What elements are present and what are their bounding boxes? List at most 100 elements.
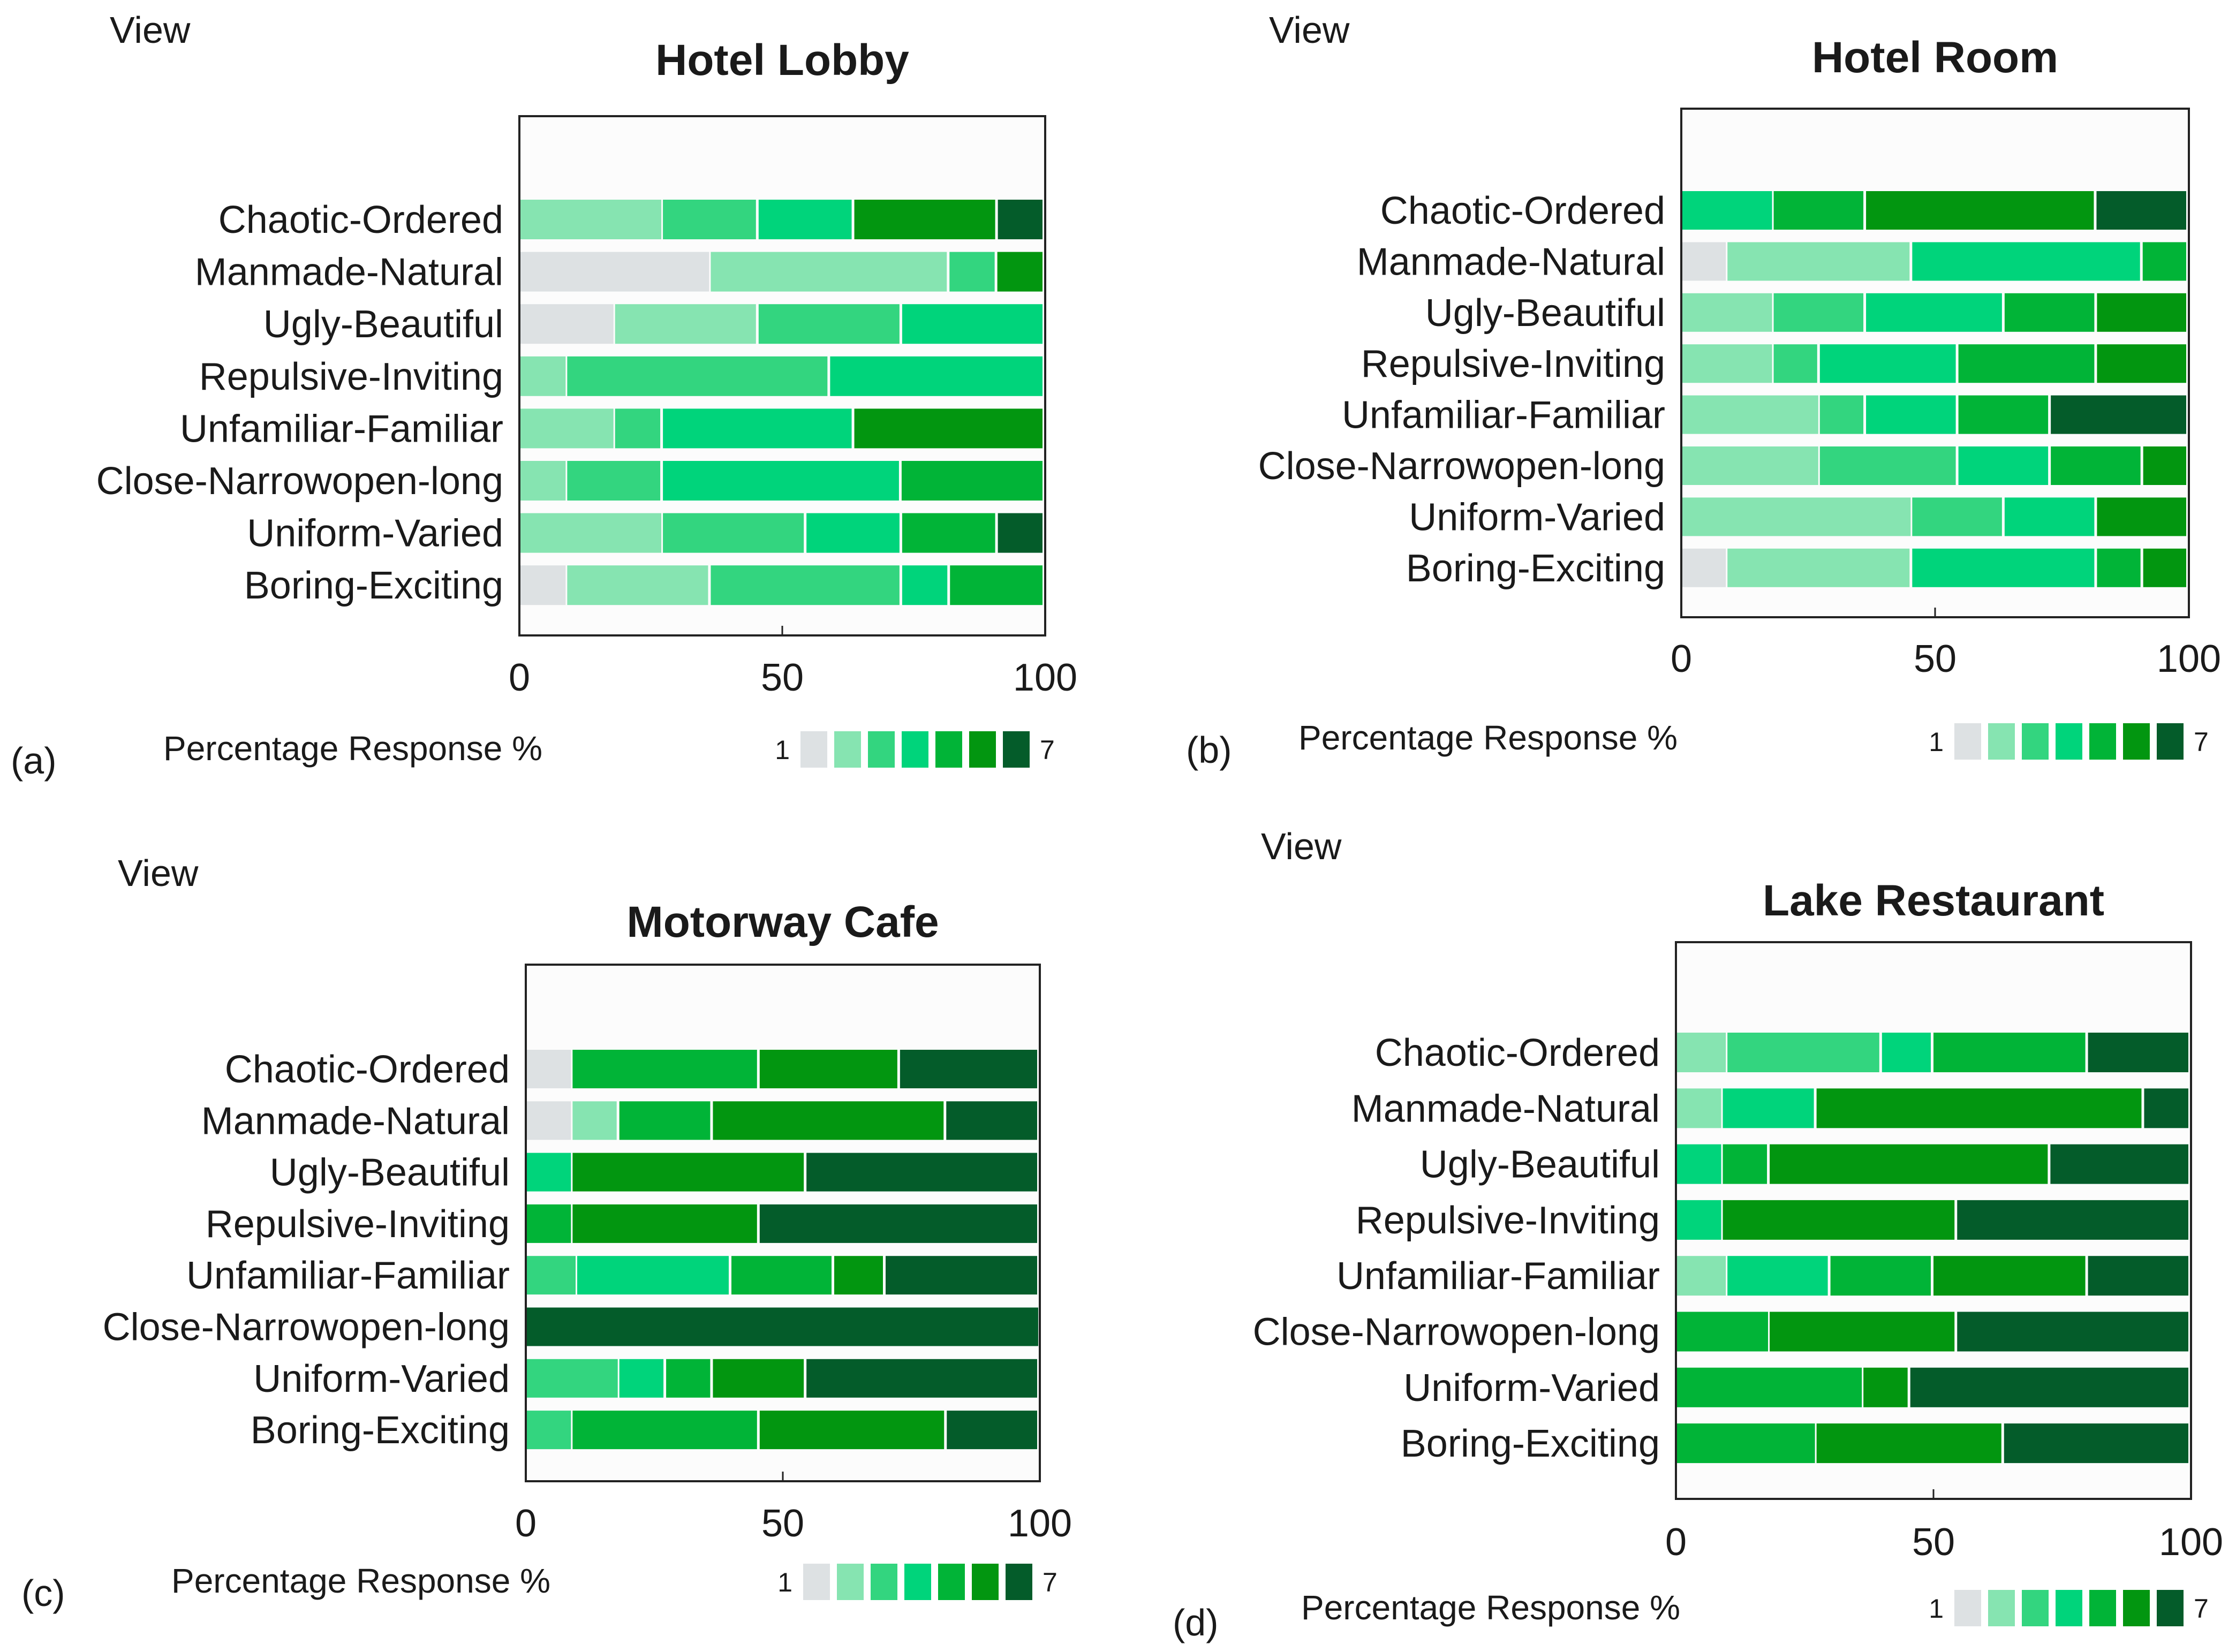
bar-segment — [1682, 548, 1726, 587]
bar-segment — [2051, 395, 2186, 434]
bar-segment — [949, 252, 995, 292]
x-tick-label: 50 — [1912, 1521, 1955, 1564]
bar-segment — [527, 1411, 571, 1450]
bar-segment — [1958, 344, 2095, 383]
bar-segment — [527, 1256, 576, 1295]
legend-swatch — [871, 1564, 897, 1600]
x-tick-label: 0 — [1665, 1521, 1687, 1564]
bar-segment — [520, 408, 614, 449]
category-label: Chaotic-Ordered — [1375, 1032, 1660, 1074]
chart-panel-4: Lake Restaurant View (d) Chaotic-Ordered Man… — [1173, 825, 2223, 1643]
bar-segment — [572, 1101, 617, 1140]
bar-segment — [997, 252, 1043, 292]
legend-swatch — [2022, 1590, 2049, 1626]
chart-panel-2: Hotel Room View (b) Chaotic-Ordered Manmade-… — [1186, 9, 2221, 771]
bar-segment — [567, 565, 708, 605]
bar-segment — [572, 1153, 804, 1192]
category-label: Repulsive-Inviting — [199, 355, 503, 398]
bar-segment — [2097, 548, 2141, 587]
bar-segment — [1677, 1256, 1726, 1296]
x-tick-label: 50 — [1914, 638, 1956, 680]
bar-segment — [1682, 344, 1772, 383]
category-label: Boring-Exciting — [1406, 547, 1665, 590]
legend-swatch — [938, 1564, 965, 1600]
category-label: Manmade-Natural — [195, 251, 503, 294]
legend-swatch — [902, 731, 928, 768]
bar-segment — [1819, 395, 1864, 434]
category-label: Manmade-Natural — [201, 1100, 510, 1142]
bar-segment — [1682, 446, 1818, 485]
category-label: Uniform-Varied — [1409, 496, 1665, 539]
bar-segment — [1682, 191, 1772, 230]
bar-segment — [1866, 395, 1956, 434]
bar-segment — [666, 1359, 711, 1398]
bar-segment — [567, 356, 828, 396]
bar-segment — [900, 1050, 1037, 1088]
bar-segment — [663, 513, 804, 553]
bar-segment — [1958, 395, 2049, 434]
bar-segment — [2004, 293, 2095, 332]
bar-segment — [520, 304, 614, 344]
panel-label: (a) — [11, 740, 57, 782]
category-label: Close-Narrowopen-long — [1258, 445, 1665, 488]
panel-label: (b) — [1186, 729, 1232, 771]
bar-segment — [2088, 1256, 2188, 1296]
legend-swatch — [868, 731, 895, 768]
bar-segment — [854, 200, 995, 239]
category-label: Unfamiliar-Familiar — [180, 407, 503, 450]
legend-swatch — [803, 1564, 830, 1600]
bar-segment — [886, 1256, 1037, 1295]
x-tick-label: 100 — [2159, 1521, 2223, 1564]
bar-segment — [2004, 497, 2095, 536]
bar-segment — [527, 1153, 571, 1192]
bar-segment — [1677, 1033, 1726, 1072]
legend-label-low: 1 — [1929, 727, 1944, 757]
legend-label-high: 7 — [1043, 1567, 1057, 1597]
bar-segment — [615, 304, 756, 344]
bar-segment — [711, 565, 900, 605]
category-label: Repulsive-Inviting — [1361, 343, 1665, 385]
chart-panel-3: Motorway Cafe View (c) Chaotic-Ordered Manma… — [21, 852, 1072, 1614]
legend-label-high: 7 — [2194, 1594, 2209, 1624]
category-label: Uniform-Varied — [253, 1358, 510, 1400]
category-label: Ugly-Beautiful — [1420, 1143, 1660, 1186]
bar-segment — [1957, 1312, 2188, 1352]
legend-swatch — [1954, 1590, 1981, 1626]
category-label: Ugly-Beautiful — [263, 303, 503, 346]
bar-segment — [567, 461, 661, 501]
x-tick-label: 100 — [2157, 638, 2221, 680]
bar-segment — [1933, 1033, 2086, 1072]
legend-swatch — [2157, 723, 2184, 760]
legend-swatch — [1954, 723, 1981, 760]
bar-segment — [830, 356, 1043, 396]
bar-segment — [1682, 497, 1911, 536]
legend-label-low: 1 — [1929, 1594, 1944, 1624]
legend-swatch — [2123, 1590, 2150, 1626]
bar-segment — [1682, 242, 1726, 281]
bar-segment — [1773, 191, 1864, 230]
bar-segment — [527, 1307, 1038, 1346]
legend-swatch — [837, 1564, 864, 1600]
bar-segment — [2143, 548, 2186, 587]
bar-segment — [2142, 242, 2186, 281]
x-axis-label: Percentage Response % — [1298, 718, 1678, 757]
panel-label: (d) — [1173, 1602, 1219, 1643]
x-tick-label: 50 — [761, 656, 804, 699]
x-axis-label: Percentage Response % — [171, 1562, 550, 1600]
bar-segment — [758, 200, 852, 239]
bar-segment — [806, 1359, 1037, 1398]
legend-swatch — [1006, 1564, 1032, 1600]
panel-label: (c) — [21, 1572, 65, 1614]
category-label: Repulsive-Inviting — [1356, 1199, 1660, 1242]
bar-segment — [902, 513, 995, 553]
legend-swatch — [2056, 1590, 2082, 1626]
bar-segment — [950, 565, 1043, 605]
bar-segment — [758, 304, 900, 344]
bar-segment — [947, 1411, 1037, 1450]
x-tick-label: 0 — [1671, 638, 1692, 680]
category-label: Chaotic-Ordered — [1380, 190, 1665, 232]
legend-swatch — [935, 731, 962, 768]
bar-segment — [1863, 1367, 1908, 1407]
bar-segment — [2097, 497, 2186, 536]
